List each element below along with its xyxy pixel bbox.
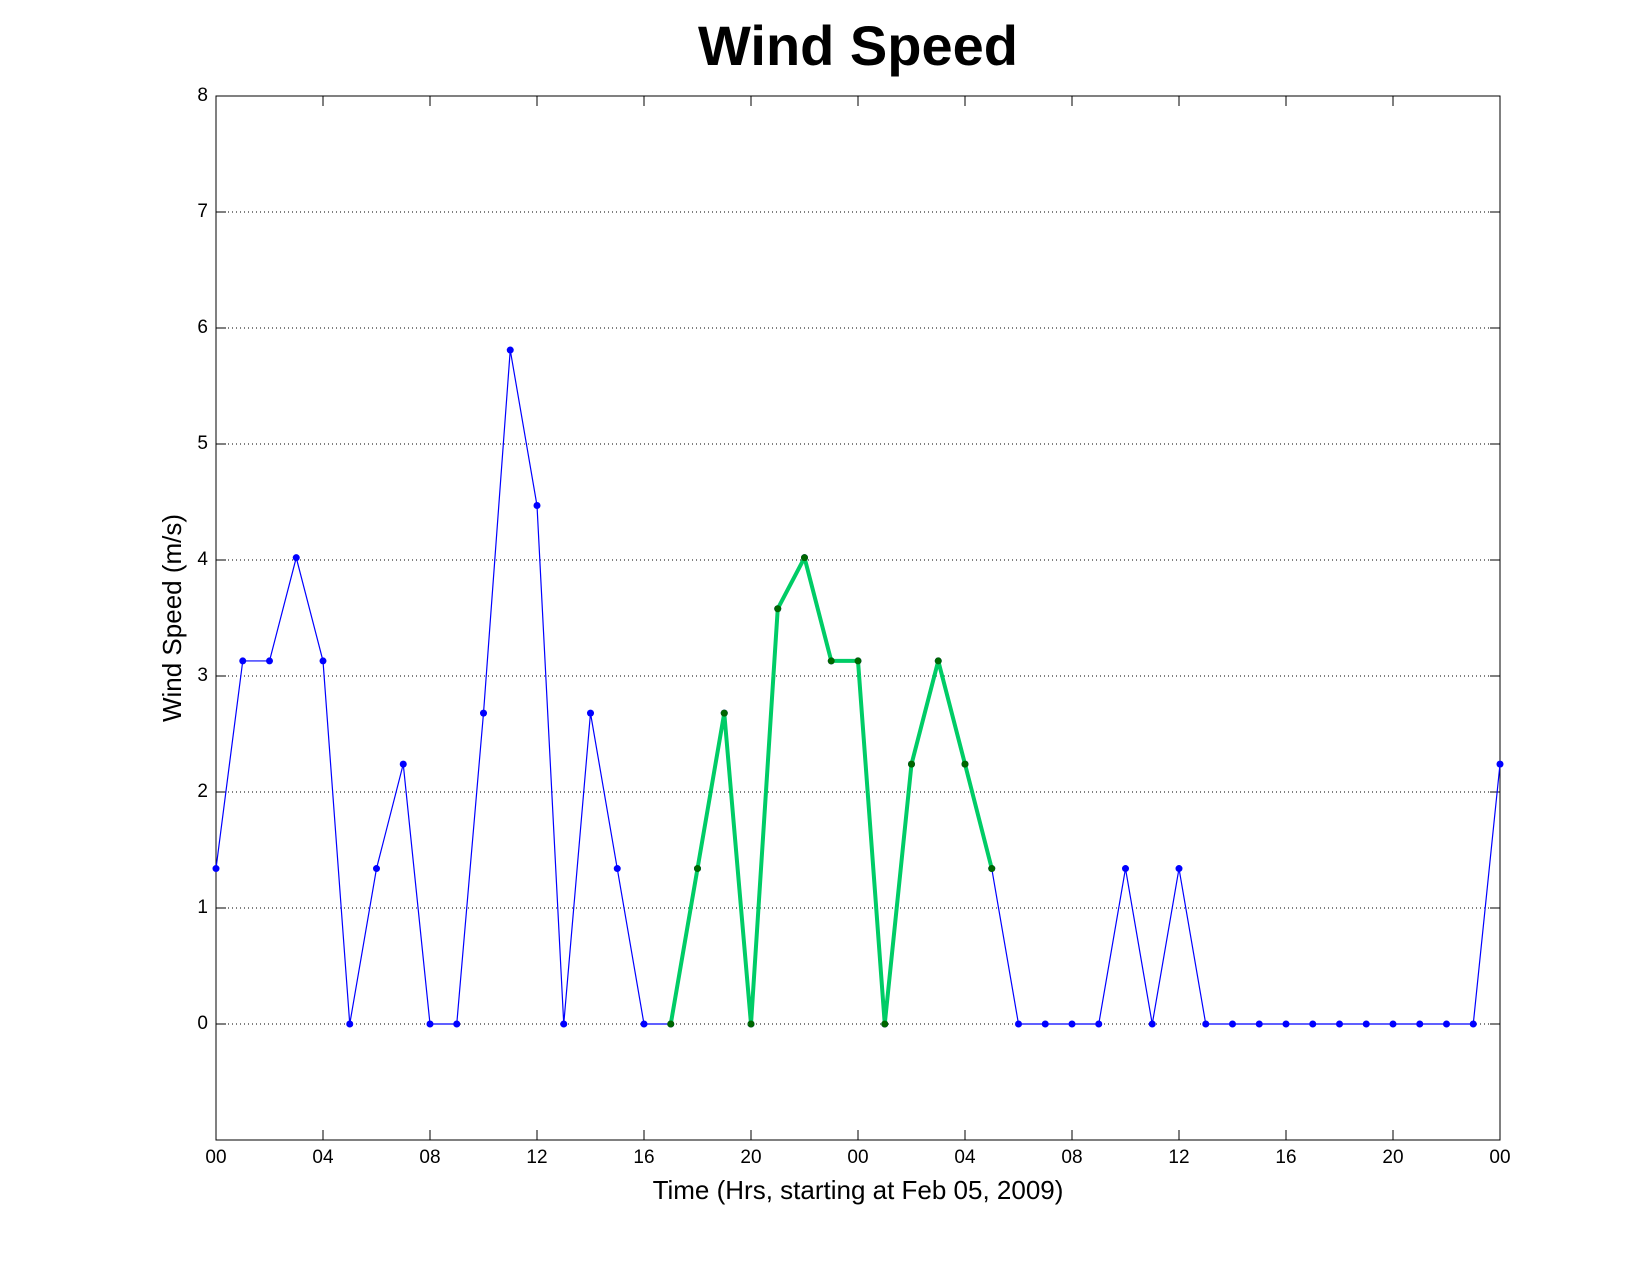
- y-tick-label: 4: [197, 549, 208, 570]
- data-point: [1416, 1020, 1424, 1028]
- data-point: [212, 865, 220, 873]
- data-point: [1282, 1020, 1290, 1028]
- x-tick-label: 00: [847, 1147, 868, 1168]
- y-tick-label: 2: [197, 781, 208, 802]
- x-tick-label: 20: [1382, 1147, 1403, 1168]
- data-point: [667, 1020, 675, 1028]
- x-tick-label: 00: [205, 1147, 226, 1168]
- data-point: [1041, 1020, 1049, 1028]
- data-point: [319, 657, 327, 665]
- x-tick-label: 12: [526, 1147, 547, 1168]
- x-tick-label: 04: [312, 1147, 334, 1168]
- chart-title: Wind Speed: [698, 14, 1018, 77]
- y-tick-label: 0: [197, 1013, 208, 1034]
- data-point: [373, 865, 380, 873]
- data-point: [988, 865, 996, 873]
- series-line: [668, 555, 994, 1026]
- data-point: [560, 1020, 568, 1028]
- data-point: [854, 657, 862, 665]
- data-point: [1309, 1020, 1317, 1028]
- x-tick-label: 08: [419, 1147, 440, 1168]
- y-tick-label: 1: [197, 897, 208, 918]
- data-point: [1068, 1020, 1076, 1028]
- data-point: [881, 1020, 889, 1028]
- data-point: [1122, 865, 1129, 873]
- plot-frame: [215, 95, 1501, 1141]
- x-tick-label: 04: [954, 1147, 976, 1168]
- data-point: [1148, 1020, 1156, 1028]
- data-point: [1469, 1020, 1477, 1028]
- x-tick-label: 08: [1061, 1147, 1082, 1168]
- data-point: [961, 760, 969, 768]
- y-tick-label: 6: [197, 317, 208, 338]
- data-point: [1389, 1020, 1397, 1028]
- data-point: [1202, 1020, 1210, 1028]
- data-point: [266, 657, 273, 665]
- x-tick-label: 12: [1168, 1147, 1189, 1168]
- data-point: [346, 1020, 354, 1028]
- data-point: [1015, 1020, 1022, 1028]
- x-tick-label: 00: [1489, 1147, 1510, 1168]
- data-point: [694, 865, 701, 873]
- data-point: [934, 657, 942, 665]
- x-tick-label: 16: [633, 1147, 654, 1168]
- data-point: [239, 657, 247, 665]
- data-point: [1443, 1020, 1450, 1028]
- data-point: [747, 1020, 755, 1028]
- data-point: [801, 554, 808, 562]
- y-tick-label: 8: [197, 85, 208, 106]
- data-point: [453, 1020, 461, 1028]
- data-point: [506, 346, 514, 354]
- x-tick-label: 20: [740, 1147, 761, 1168]
- data-point: [640, 1020, 648, 1028]
- y-axis-label: Wind Speed (m/s): [157, 514, 187, 722]
- y-tick-label: 7: [197, 201, 208, 222]
- y-tick-label: 3: [197, 665, 208, 686]
- data-point: [613, 865, 621, 873]
- data-point: [426, 1020, 434, 1028]
- data-point: [1362, 1020, 1370, 1028]
- data-point: [1095, 1020, 1103, 1028]
- data-point: [1496, 760, 1504, 768]
- data-point: [1229, 1020, 1236, 1028]
- data-point: [587, 709, 594, 717]
- data-point: [1175, 865, 1183, 873]
- data-point: [1255, 1020, 1263, 1028]
- data-point: [774, 605, 782, 613]
- data-point: [720, 709, 728, 717]
- x-axis-label: Time (Hrs, starting at Feb 05, 2009): [653, 1175, 1064, 1205]
- y-tick-label: 5: [197, 433, 208, 454]
- data-point: [399, 760, 407, 768]
- x-tick-label: 16: [1275, 1147, 1296, 1168]
- data-point: [908, 760, 915, 768]
- data-point: [1336, 1020, 1343, 1028]
- data-point: [827, 657, 835, 665]
- data-point: [292, 554, 300, 562]
- data-point: [480, 709, 487, 717]
- data-point: [533, 501, 541, 509]
